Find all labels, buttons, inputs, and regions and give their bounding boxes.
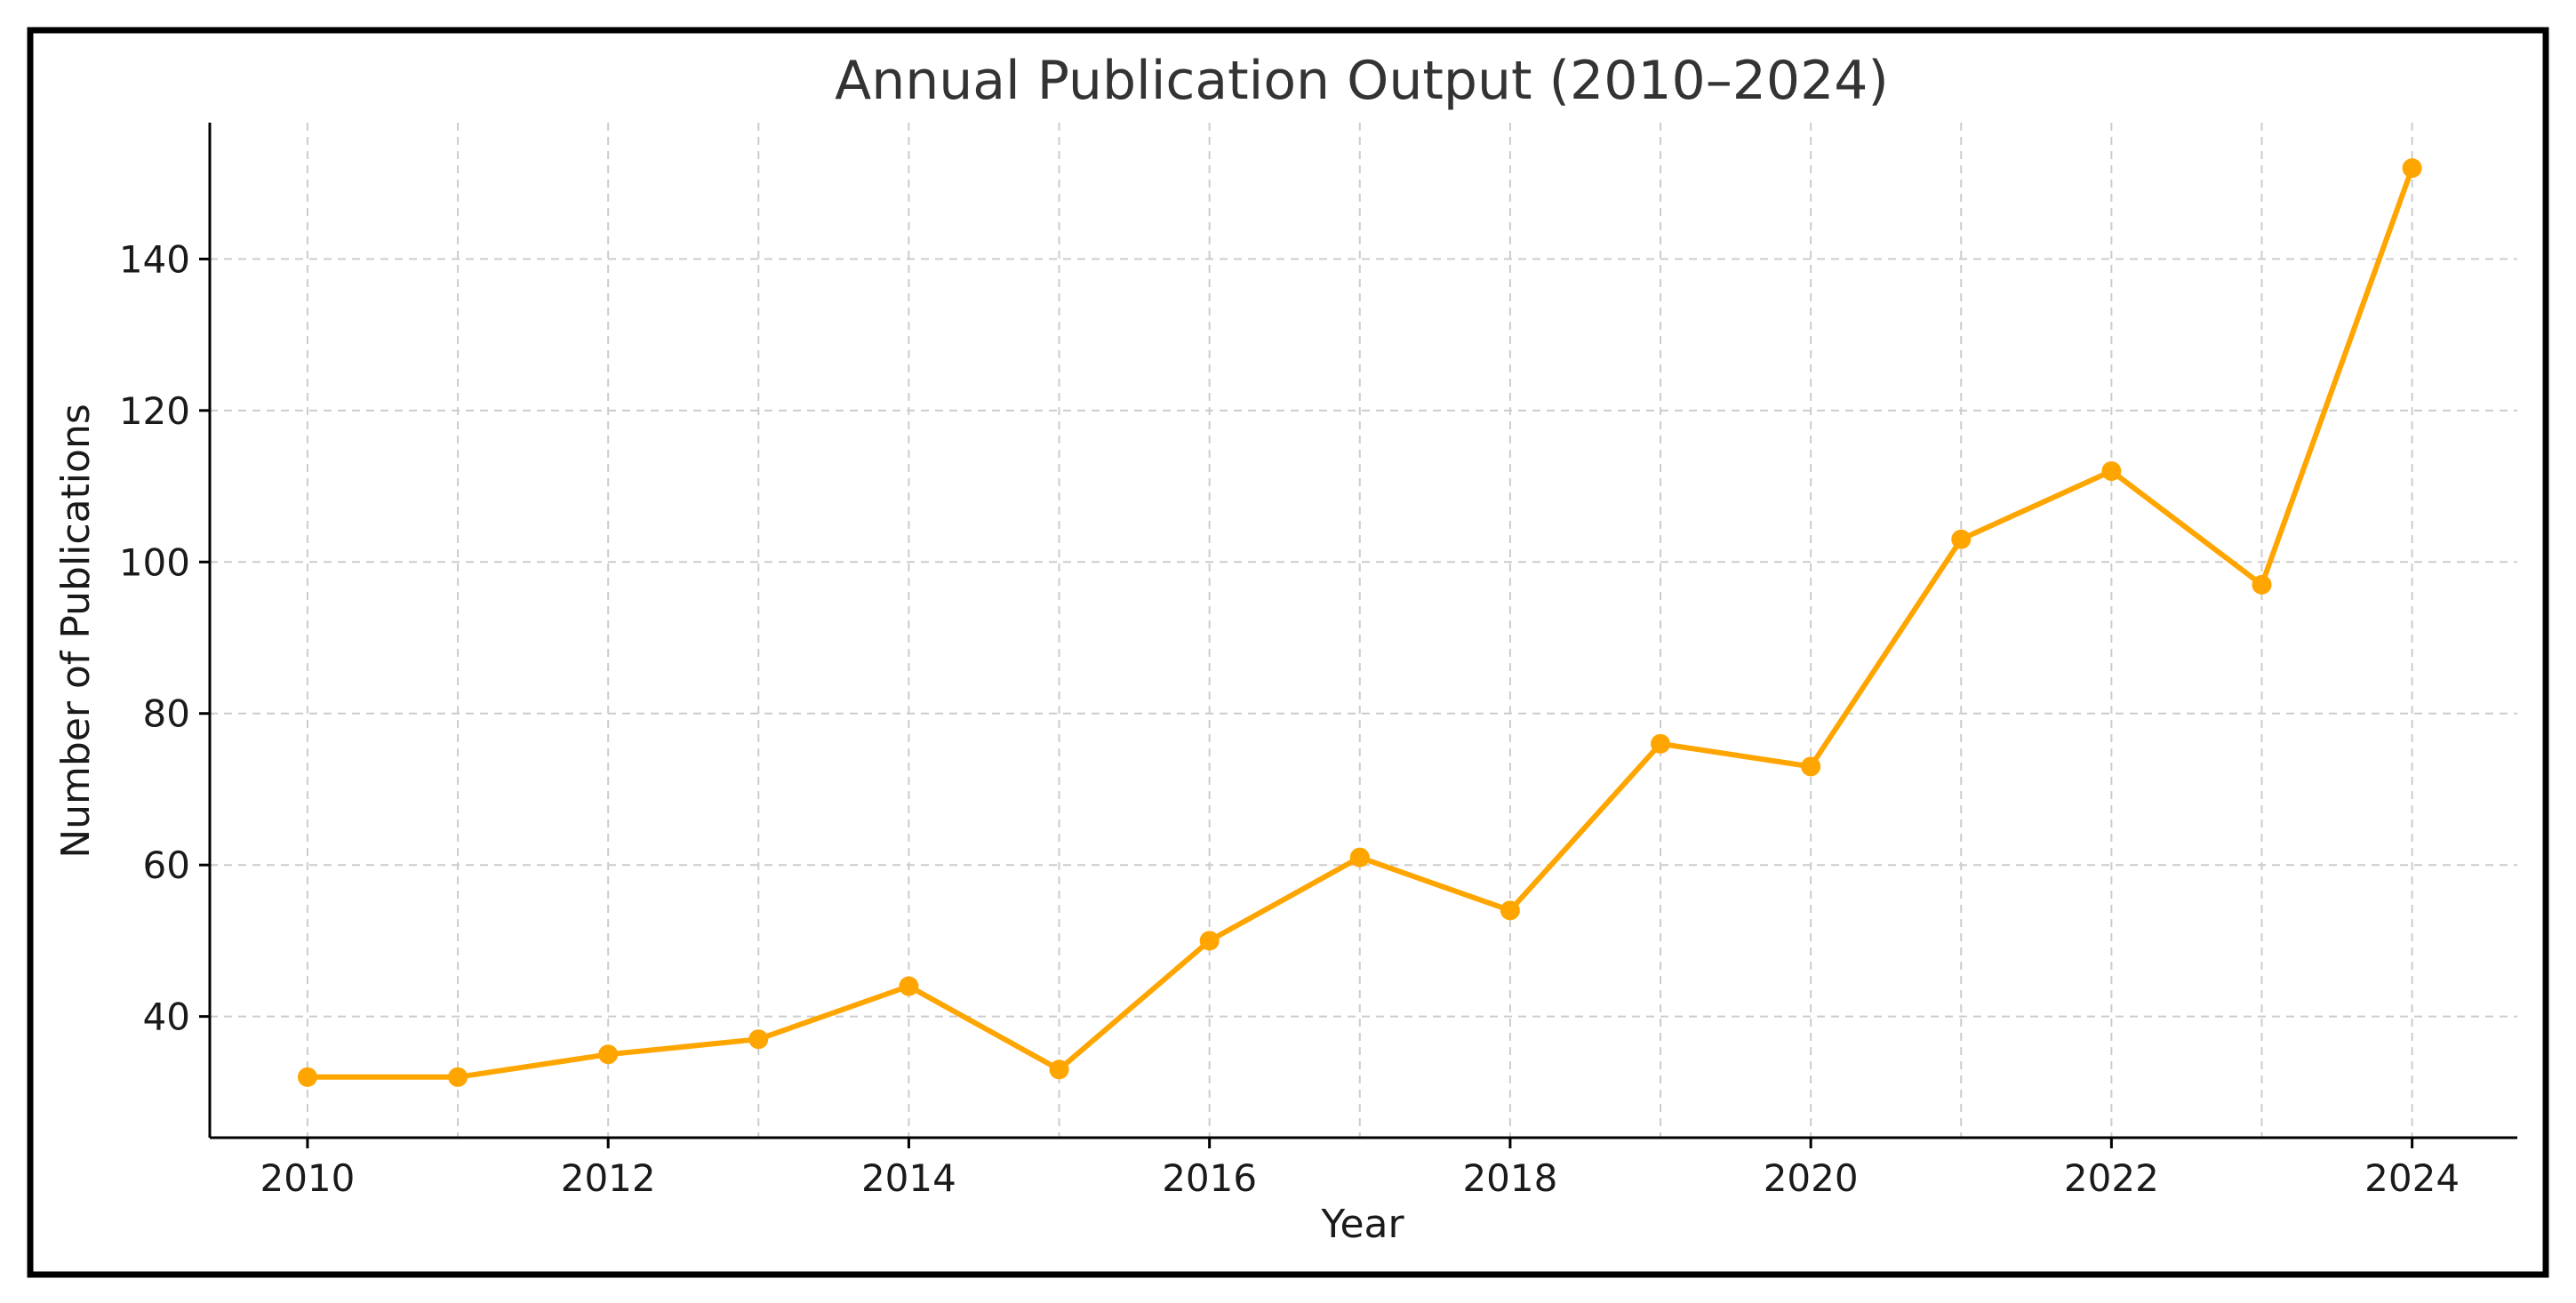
tick-labels: 2010 2012 2014 2016 2018 2020 2022 2024 40 60 80 10… bbox=[119, 237, 2460, 1200]
y-tick-label: 100 bbox=[119, 540, 190, 584]
y-tick-label: 80 bbox=[143, 692, 190, 736]
y-tick-label: 40 bbox=[143, 995, 190, 1039]
grid-lines bbox=[210, 123, 2517, 1138]
y-axis-label: Number of Publications bbox=[53, 404, 99, 859]
data-point bbox=[297, 1067, 317, 1087]
data-point bbox=[1049, 1059, 1069, 1080]
data-point bbox=[598, 1044, 619, 1065]
x-tick-label: 2024 bbox=[2364, 1156, 2460, 1200]
x-tick-label: 2022 bbox=[2064, 1156, 2159, 1200]
data-point bbox=[2402, 158, 2422, 179]
data-point bbox=[1349, 847, 1370, 867]
figure-border bbox=[27, 27, 2549, 1278]
data-point bbox=[2101, 461, 2122, 482]
data-point bbox=[899, 976, 919, 996]
series-publications bbox=[297, 158, 2422, 1087]
x-tick-label: 2010 bbox=[260, 1156, 355, 1200]
data-point bbox=[1651, 733, 1671, 754]
data-point bbox=[1801, 756, 1821, 777]
data-point bbox=[1951, 529, 1972, 549]
data-point bbox=[2252, 574, 2272, 595]
x-tick-label: 2014 bbox=[861, 1156, 956, 1200]
data-point bbox=[748, 1029, 769, 1050]
x-tick-label: 2012 bbox=[561, 1156, 656, 1200]
x-axis-label: Year bbox=[1320, 1202, 1404, 1247]
data-point bbox=[448, 1067, 468, 1087]
data-point bbox=[1199, 931, 1220, 951]
y-tick-label: 60 bbox=[143, 843, 190, 887]
data-point bbox=[1500, 900, 1520, 921]
axes bbox=[208, 123, 2517, 1139]
x-tick-label: 2018 bbox=[1462, 1156, 1557, 1200]
x-tick-label: 2020 bbox=[1764, 1156, 1859, 1200]
chart-title: Annual Publication Output (2010–2024) bbox=[835, 50, 1889, 112]
y-tick-label: 120 bbox=[119, 389, 190, 433]
x-tick-label: 2016 bbox=[1162, 1156, 1257, 1200]
y-tick-label: 140 bbox=[119, 237, 190, 281]
